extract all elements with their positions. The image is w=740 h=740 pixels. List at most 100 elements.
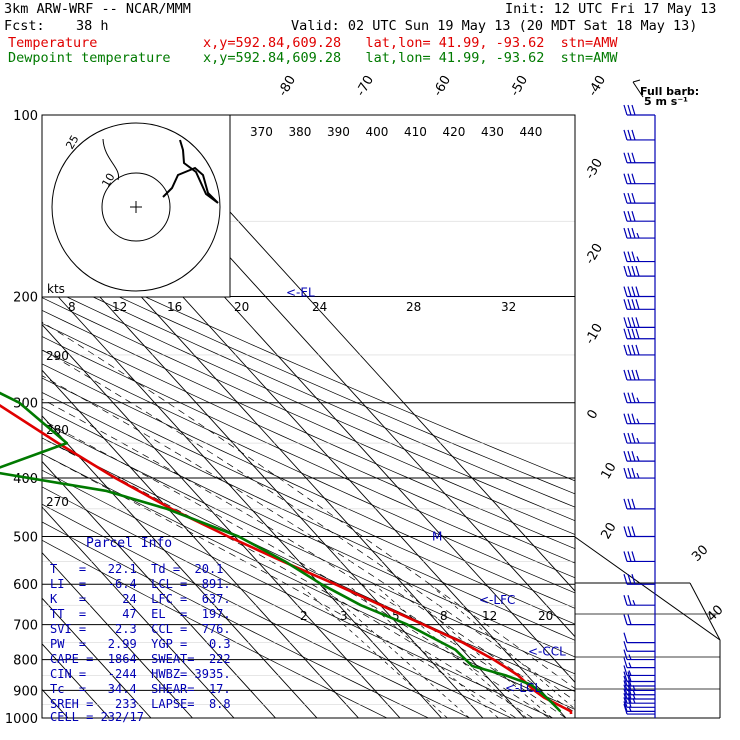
wind-barb-flag <box>623 703 628 715</box>
wind-barb <box>623 498 655 510</box>
isotherm-label: -50 <box>507 73 531 99</box>
wind-barb-flag <box>627 265 632 277</box>
wind-barb-flag <box>623 632 628 643</box>
isotherm-label: -20 <box>582 241 606 267</box>
isotherm-line <box>42 323 401 718</box>
wind-barb <box>623 392 655 404</box>
wind-barb-flag <box>623 671 628 682</box>
dry-adiabat-line <box>42 363 575 609</box>
wind-barb-flag <box>631 227 636 239</box>
wind-barb <box>623 265 655 277</box>
wind-barb-flag <box>623 152 628 163</box>
wind-barb <box>623 317 655 328</box>
temperature-location: x,y=592.84,609.28 lat,lon= 41.99, -93.62… <box>203 35 618 51</box>
hodo-speed-label: 16 <box>167 300 182 314</box>
parcel-row: LI = -6.4 LCL = 891. <box>50 577 231 591</box>
theta-label: 440 <box>520 125 543 139</box>
wind-barb <box>623 104 655 116</box>
chart-edge-line <box>574 536 721 641</box>
wind-barb-half-flag <box>636 232 640 239</box>
wind-barb-flag <box>623 392 628 403</box>
wind-barb <box>623 286 655 298</box>
mixing-ratio-label: 3 <box>340 609 348 623</box>
wind-barb-flag <box>623 595 628 606</box>
wind-barb-flag <box>623 129 628 141</box>
wind-barb-flag <box>627 595 632 606</box>
parcel-row: CELL = 232/17 <box>50 710 144 724</box>
wind-key-units: 5 m s⁻¹ <box>644 95 688 108</box>
wind-barb-flag <box>623 369 628 381</box>
isobar-label: 500 <box>13 530 38 545</box>
parcel-row: T = 22.1 Td = 20.1 <box>50 562 224 576</box>
left-theta-label: 270 <box>46 495 69 509</box>
wind-barb-flag <box>627 129 632 141</box>
wind-barb-flag <box>627 551 632 562</box>
wind-barb-flag <box>627 192 632 204</box>
hodo-units-label: kts <box>47 282 65 296</box>
wind-barb-half-flag <box>636 455 640 462</box>
isobar-label: 300 <box>13 397 38 412</box>
isotherm-line <box>42 597 152 718</box>
dry-adiabat-line <box>42 486 513 718</box>
wind-key-label: Full barb: <box>640 85 699 98</box>
mixing-ratio-label: 8 <box>440 609 448 623</box>
parcel-row: CIN = -244 HWBZ= 3935. <box>50 667 231 681</box>
isotherm-line <box>42 506 235 718</box>
wind-barb-flag <box>627 152 632 163</box>
chart-edge-line <box>689 582 721 641</box>
wind-barb <box>623 551 655 563</box>
wind-barb-flag <box>623 688 628 700</box>
isotherm-label: -10 <box>582 321 606 347</box>
isotherm-line <box>141 115 575 592</box>
parcel-row: Tc = 34.4 SHEAR= 17. <box>50 682 231 696</box>
wind-barb-half-flag <box>628 662 632 668</box>
wind-barb-half-flag <box>636 472 640 479</box>
wind-barb-flag <box>631 265 636 277</box>
wind-barb-flag <box>627 251 632 262</box>
wind-barb <box>623 614 655 626</box>
theta-label: 400 <box>366 125 389 139</box>
dry-adiabat-line <box>42 248 575 482</box>
wind-barb <box>623 526 655 538</box>
hodo-ring-label: 10 <box>99 171 117 190</box>
wind-barb-flag <box>623 574 628 585</box>
parcel-info-title: Parcel Info <box>86 536 173 551</box>
dry-adiabat-line <box>42 503 471 718</box>
level-marker-label: <-EL <box>286 286 315 300</box>
isotherm-label: -70 <box>353 73 377 99</box>
level-marker-label: <-LFC <box>479 593 515 607</box>
wind-barb <box>623 173 655 185</box>
wind-barb <box>623 192 655 204</box>
wind-barb <box>623 211 655 222</box>
wind-barb <box>623 665 655 677</box>
temperature-line <box>0 403 573 715</box>
dry-adiabat-line <box>42 469 554 718</box>
isotherm-label: 0 <box>584 407 601 422</box>
mixing-ratio-line <box>298 583 448 718</box>
hodo-speed-label: 24 <box>312 300 327 314</box>
wind-barb-flag <box>623 641 628 652</box>
hodo-speed-label: 12 <box>112 300 127 314</box>
legend-dewpoint: Dewpoint temperature <box>8 50 171 66</box>
wind-barb-flag <box>631 432 636 444</box>
wind-barb-flag <box>623 251 628 262</box>
wind-barb-half-flag <box>628 670 632 676</box>
wind-barb-flag <box>627 317 632 328</box>
wind-barb-flag <box>631 344 636 356</box>
isotherm-label: 20 <box>598 520 619 542</box>
moist-adiabat-line <box>42 375 575 714</box>
wind-barb <box>623 299 655 310</box>
wind-barb <box>623 649 655 661</box>
wind-barb-flag <box>627 227 632 239</box>
wind-barb-flag <box>631 551 636 562</box>
dry-adiabat-line <box>42 272 575 508</box>
wind-barb-flag <box>623 526 628 537</box>
wind-barb <box>623 632 655 644</box>
wind-barb-flag <box>631 192 636 204</box>
wind-barb-flag <box>635 265 640 277</box>
wind-barb-flag <box>631 574 636 585</box>
dry-adiabat-line <box>42 437 575 692</box>
hodo-speed-label: 8 <box>68 300 76 314</box>
level-marker-label: <-CCL <box>528 645 566 659</box>
